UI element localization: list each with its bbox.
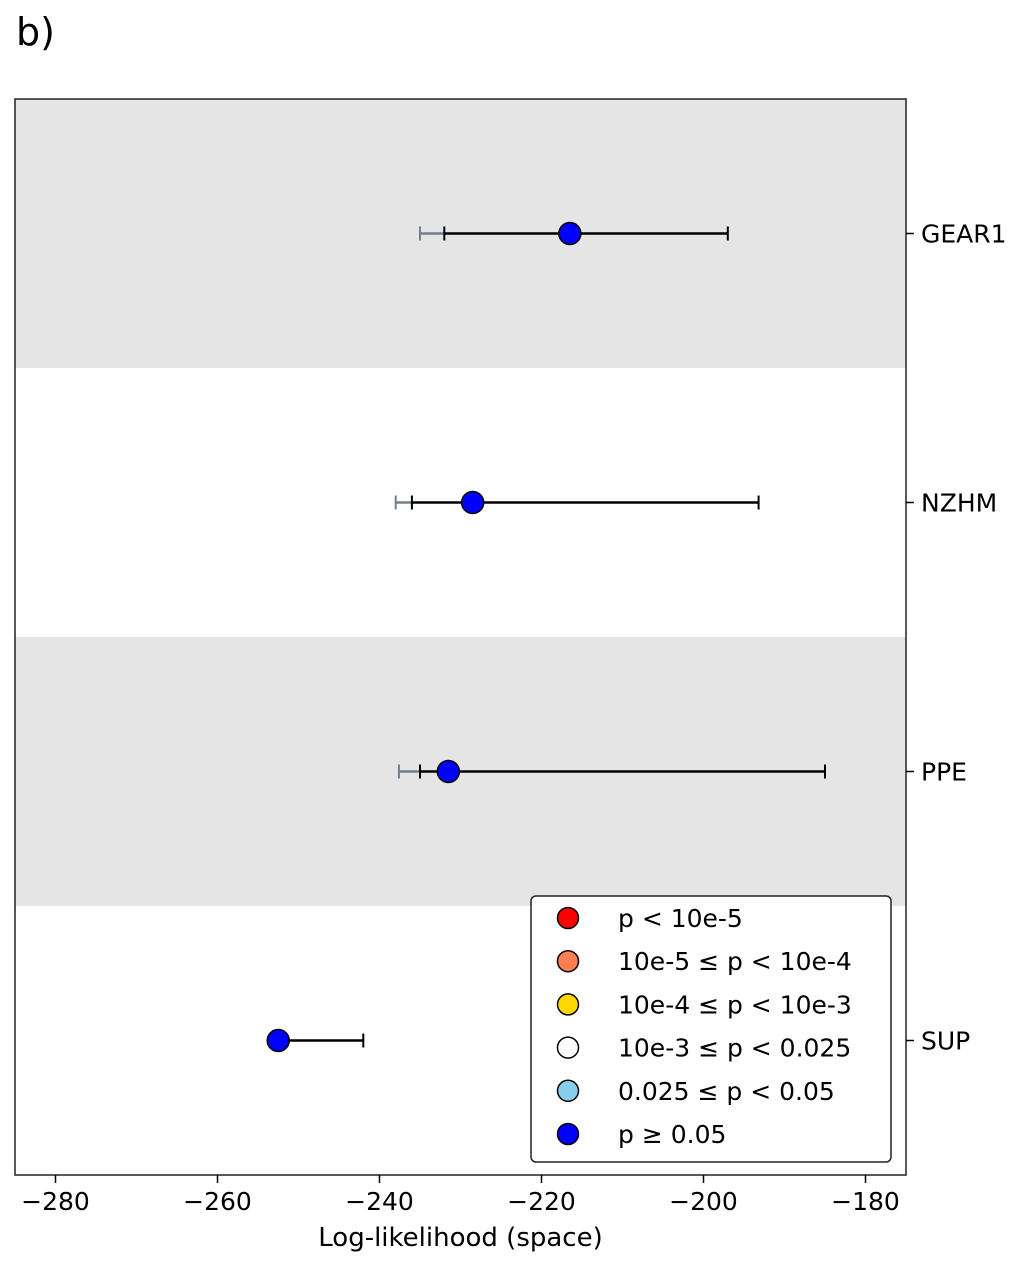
x-axis-title: Log-likelihood (space) [318,1223,602,1253]
data-point [558,221,582,246]
x-tick-label: −240 [345,1187,414,1216]
legend-marker [556,1122,580,1146]
legend-marker [556,1079,580,1103]
legend-box [530,895,892,1163]
y-tick-label: SUP [921,1027,970,1056]
plot-frame [14,98,907,1176]
legend-marker [556,993,580,1016]
legend-marker [556,906,580,930]
x-axis: −280 −260 −240 −220 −200 −180 [21,1175,900,1216]
data-point [436,759,461,784]
legend-label: 10e-3 ≤ p < 0.025 [618,1034,851,1063]
y-tick-label: PPE [921,758,967,787]
data-series [266,221,826,1053]
data-point [460,490,485,515]
plot-border [14,98,907,1176]
x-tick-label: −200 [669,1187,738,1216]
legend-label: p ≥ 0.05 [618,1120,726,1149]
data-point [266,1028,290,1053]
y-tick-label: GEAR1 [921,220,1007,249]
x-tick-label: −280 [21,1187,90,1216]
y-tick-label: NZHM [921,489,997,518]
y-axis: GEAR1 NZHM PPE SUP [906,220,1007,1056]
x-tick-label: −180 [831,1187,900,1216]
panel-label: b) [16,10,55,54]
x-tick-label: −220 [507,1187,576,1216]
legend-marker [556,949,580,973]
legend-label: 0.025 ≤ p < 0.05 [618,1077,835,1106]
legend-label: 10e-5 ≤ p < 10e-4 [618,947,852,976]
legend-label: p < 10e-5 [618,904,743,933]
legend: p < 10e-5 10e-5 ≤ p < 10e-4 10e-4 ≤ p < 10… [530,895,892,1163]
x-tick-label: −260 [183,1187,252,1216]
legend-label: 10e-4 ≤ p < 10e-3 [618,990,852,1019]
legend-marker [556,1036,580,1059]
